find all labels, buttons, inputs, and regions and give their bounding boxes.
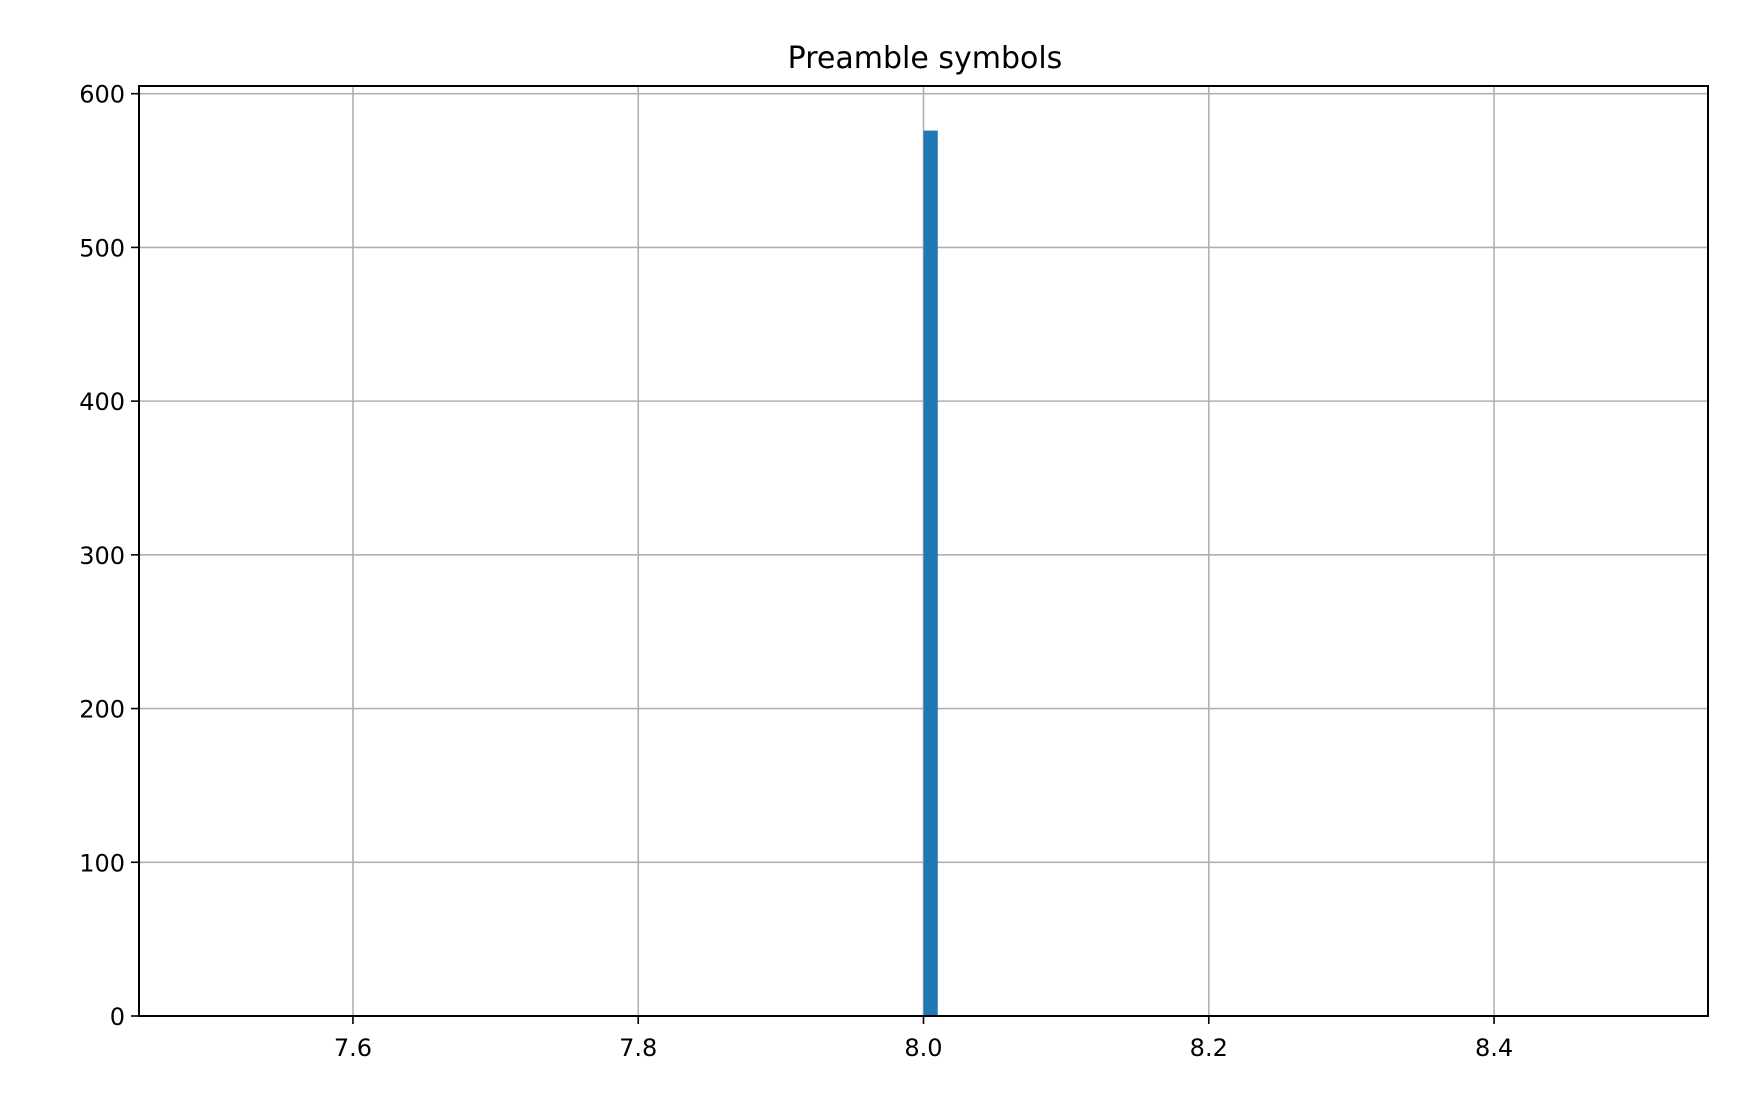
tick-layer: 7.6 7.8 8.0 8.2 8.4 0 100 200 300 400 500 600 [79,81,1513,1062]
y-tick-label: 200 [79,696,125,724]
x-tick-label: 7.8 [619,1034,657,1062]
y-tick-label: 100 [79,849,125,877]
y-tick-label: 500 [79,234,125,262]
bar-layer [923,130,938,1017]
y-tick-label: 300 [79,542,125,570]
y-tick-label: 400 [79,388,125,416]
y-tick-label: 0 [110,1003,125,1031]
x-tick-label: 7.6 [334,1034,372,1062]
y-tick-label: 600 [79,81,125,109]
histogram-bar [923,130,938,1017]
x-tick-label: 8.0 [904,1034,942,1062]
chart-title: Preamble symbols [788,41,1063,76]
x-tick-label: 8.2 [1190,1034,1228,1062]
x-tick-label: 8.4 [1475,1034,1513,1062]
